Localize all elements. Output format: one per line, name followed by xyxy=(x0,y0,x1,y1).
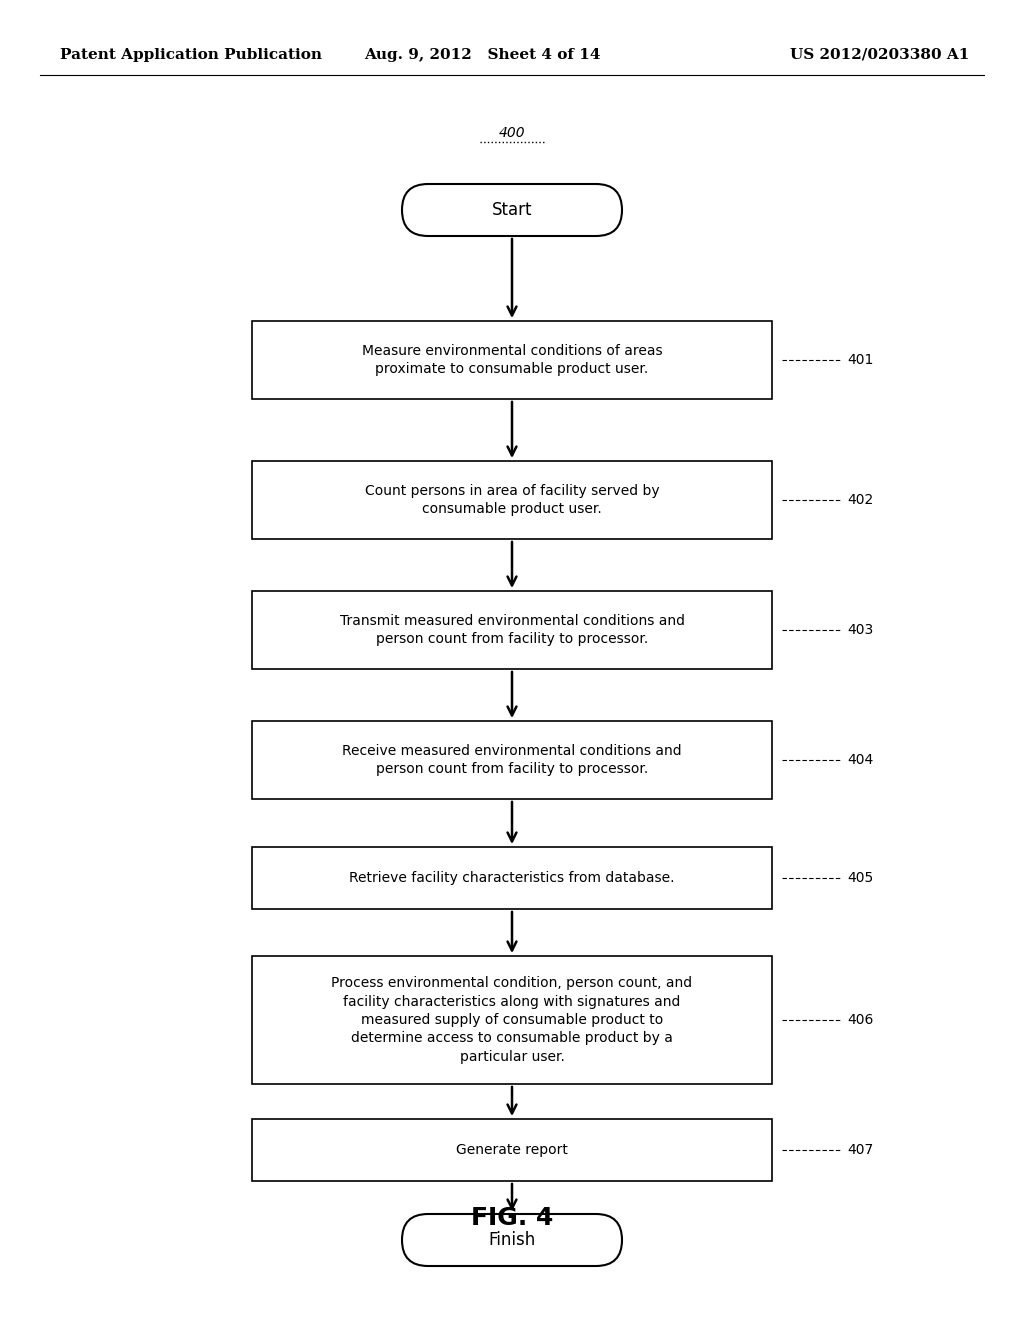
Text: Transmit measured environmental conditions and
person count from facility to pro: Transmit measured environmental conditio… xyxy=(340,614,684,647)
Text: Patent Application Publication: Patent Application Publication xyxy=(60,48,322,62)
FancyBboxPatch shape xyxy=(402,1214,622,1266)
Text: 404: 404 xyxy=(847,752,873,767)
Text: Aug. 9, 2012   Sheet 4 of 14: Aug. 9, 2012 Sheet 4 of 14 xyxy=(364,48,600,62)
Text: 406: 406 xyxy=(847,1012,873,1027)
Text: 400: 400 xyxy=(499,125,525,140)
Bar xyxy=(252,721,772,799)
Text: Measure environmental conditions of areas
proximate to consumable product user.: Measure environmental conditions of area… xyxy=(361,343,663,376)
Bar xyxy=(252,321,772,399)
Text: Process environmental condition, person count, and
facility characteristics alon: Process environmental condition, person … xyxy=(332,977,692,1064)
Bar xyxy=(252,956,772,1084)
Text: 401: 401 xyxy=(847,352,873,367)
Bar xyxy=(252,847,772,909)
Text: FIG. 4: FIG. 4 xyxy=(471,1206,553,1230)
Bar xyxy=(252,1119,772,1181)
Text: 407: 407 xyxy=(847,1143,873,1158)
Text: Generate report: Generate report xyxy=(456,1143,568,1158)
Text: Count persons in area of facility served by
consumable product user.: Count persons in area of facility served… xyxy=(365,484,659,516)
Text: Retrieve facility characteristics from database.: Retrieve facility characteristics from d… xyxy=(349,871,675,884)
FancyBboxPatch shape xyxy=(402,183,622,236)
Text: 402: 402 xyxy=(847,492,873,507)
Text: 403: 403 xyxy=(847,623,873,638)
Text: 405: 405 xyxy=(847,871,873,884)
Text: Start: Start xyxy=(492,201,532,219)
Bar xyxy=(252,461,772,539)
Text: US 2012/0203380 A1: US 2012/0203380 A1 xyxy=(790,48,969,62)
Text: Finish: Finish xyxy=(488,1232,536,1249)
Bar xyxy=(252,591,772,669)
Text: Receive measured environmental conditions and
person count from facility to proc: Receive measured environmental condition… xyxy=(342,743,682,776)
